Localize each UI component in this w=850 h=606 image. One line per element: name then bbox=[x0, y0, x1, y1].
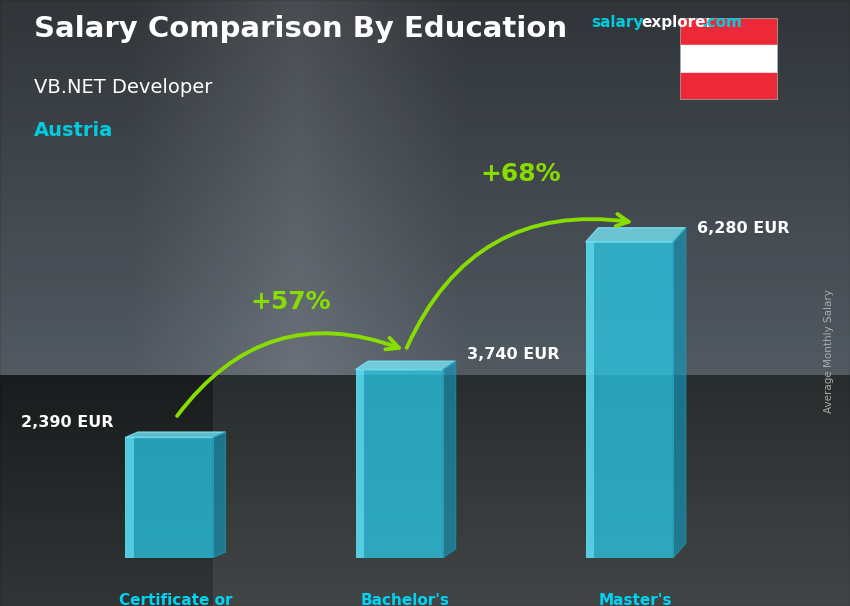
Text: +68%: +68% bbox=[480, 162, 561, 186]
Polygon shape bbox=[355, 361, 456, 370]
Text: salary: salary bbox=[591, 15, 643, 30]
Text: Master's
Degree: Master's Degree bbox=[599, 593, 672, 606]
FancyBboxPatch shape bbox=[586, 242, 673, 558]
Polygon shape bbox=[443, 361, 456, 558]
Bar bbox=[355, 370, 443, 558]
Text: .com: .com bbox=[701, 15, 742, 30]
Text: Austria: Austria bbox=[34, 121, 113, 140]
Bar bbox=[680, 73, 778, 100]
Bar bbox=[125, 438, 212, 558]
Text: Bachelor's
Degree: Bachelor's Degree bbox=[361, 593, 450, 606]
Polygon shape bbox=[673, 228, 686, 558]
Polygon shape bbox=[586, 228, 686, 242]
Bar bbox=[586, 242, 673, 558]
Text: 6,280 EUR: 6,280 EUR bbox=[697, 221, 790, 236]
Text: Certificate or
Diploma: Certificate or Diploma bbox=[119, 593, 232, 606]
Bar bbox=[586, 242, 594, 558]
Text: Salary Comparison By Education: Salary Comparison By Education bbox=[34, 15, 567, 43]
Text: VB.NET Developer: VB.NET Developer bbox=[34, 78, 212, 96]
FancyBboxPatch shape bbox=[355, 370, 443, 558]
FancyBboxPatch shape bbox=[125, 438, 212, 558]
Text: 2,390 EUR: 2,390 EUR bbox=[21, 415, 114, 430]
Text: 3,740 EUR: 3,740 EUR bbox=[468, 347, 559, 362]
Text: explorer: explorer bbox=[642, 15, 714, 30]
Polygon shape bbox=[212, 432, 225, 558]
Text: Average Monthly Salary: Average Monthly Salary bbox=[824, 290, 834, 413]
Bar bbox=[125, 438, 134, 558]
Bar bbox=[680, 45, 778, 73]
Polygon shape bbox=[125, 432, 225, 438]
Bar bbox=[680, 18, 778, 45]
Text: +57%: +57% bbox=[250, 290, 331, 314]
Bar bbox=[355, 370, 365, 558]
